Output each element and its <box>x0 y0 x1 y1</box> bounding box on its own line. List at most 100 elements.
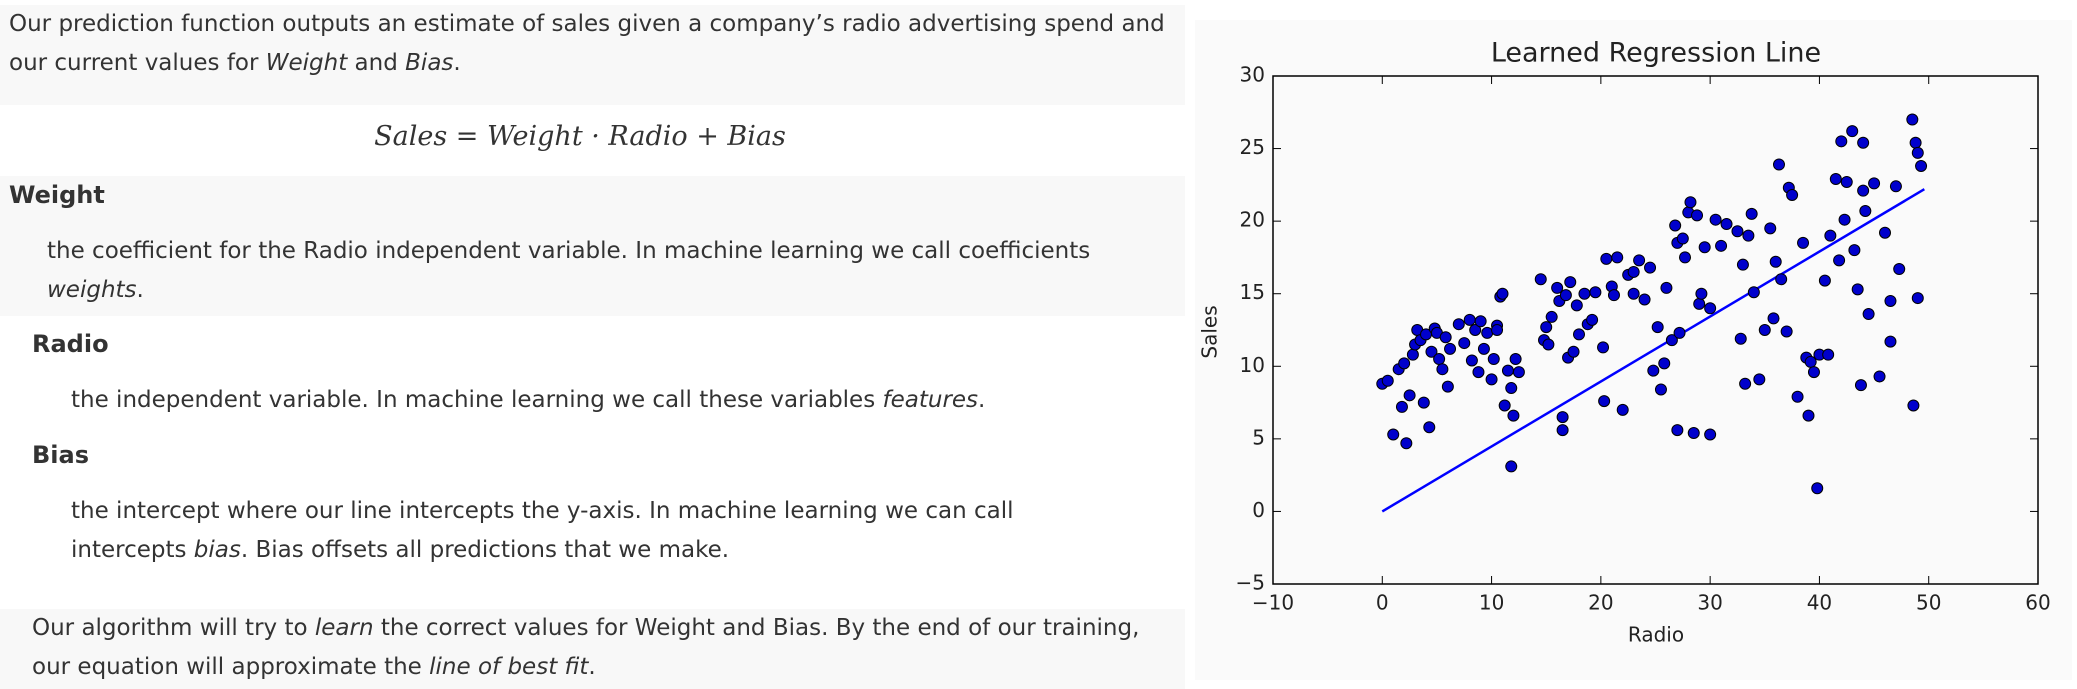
text: . <box>588 654 596 680</box>
text: Our algorithm will try to <box>32 615 315 641</box>
text: weights <box>47 277 137 303</box>
point <box>1679 251 1692 264</box>
regression-line <box>1381 188 1925 513</box>
point <box>1491 324 1504 336</box>
y-tick-label: 10 <box>1240 353 1265 377</box>
point <box>1838 213 1851 226</box>
point <box>1857 136 1870 149</box>
point <box>1797 236 1810 249</box>
text: features <box>882 387 979 413</box>
point <box>1739 377 1752 390</box>
point <box>1469 324 1482 336</box>
point <box>1854 379 1867 392</box>
point <box>1669 219 1682 232</box>
point <box>1597 341 1610 354</box>
point <box>1534 273 1547 286</box>
point <box>1909 136 1922 149</box>
point <box>1665 334 1678 347</box>
point <box>1758 324 1771 336</box>
point <box>1474 315 1487 328</box>
point <box>1851 283 1864 296</box>
point <box>1400 437 1413 450</box>
point <box>1477 342 1490 355</box>
point <box>1507 409 1520 422</box>
x-axis-label: Radio <box>1628 623 1684 647</box>
point <box>1381 374 1394 387</box>
point <box>1846 125 1859 138</box>
point <box>1747 286 1760 299</box>
heading: Weight <box>9 181 105 209</box>
y-tick-label: −5 <box>1236 571 1265 595</box>
point <box>1911 292 1924 305</box>
point <box>1848 244 1861 257</box>
point <box>1611 251 1624 264</box>
point <box>1884 294 1897 307</box>
point <box>1485 373 1498 386</box>
point <box>1627 287 1640 300</box>
point <box>1600 252 1613 265</box>
text: the intercept where our line intercepts … <box>71 498 1014 563</box>
text: and <box>347 50 406 76</box>
point <box>1767 312 1780 325</box>
point <box>1441 380 1454 393</box>
point <box>1573 328 1585 341</box>
point <box>1715 239 1728 252</box>
point <box>1915 159 1928 172</box>
point <box>1775 273 1788 286</box>
point <box>1835 135 1848 148</box>
point <box>1833 254 1846 267</box>
point <box>1423 421 1436 434</box>
point <box>1704 302 1717 315</box>
point <box>1802 409 1815 422</box>
text: the independent variable. In machine lea… <box>71 387 883 413</box>
chart-title: Learned Regression Line <box>1491 38 1821 69</box>
point <box>1570 299 1583 312</box>
x-tick-label: 40 <box>1807 591 1832 615</box>
y-tick-label: 0 <box>1252 498 1265 522</box>
point <box>1472 366 1485 379</box>
definition: the independent variable. In machine lea… <box>71 381 1161 420</box>
point <box>1742 229 1755 242</box>
point <box>1540 321 1553 334</box>
point <box>1627 265 1640 278</box>
point <box>1660 281 1673 294</box>
point <box>1586 313 1599 326</box>
point <box>1633 254 1646 267</box>
point <box>1406 348 1419 361</box>
point <box>1764 222 1777 235</box>
point <box>1542 338 1555 351</box>
point <box>1556 424 1569 437</box>
point <box>1496 287 1509 300</box>
point <box>1505 382 1518 395</box>
point <box>1658 357 1671 370</box>
point <box>1862 308 1875 321</box>
point <box>1736 258 1749 271</box>
point <box>1873 370 1886 383</box>
text: Weight <box>265 50 348 76</box>
point <box>1567 345 1580 358</box>
point <box>1884 335 1897 348</box>
point <box>1444 342 1457 355</box>
definition: the intercept where our line intercepts … <box>71 492 1131 570</box>
point <box>1654 383 1667 396</box>
point <box>1745 207 1758 220</box>
point <box>1559 289 1572 302</box>
point <box>1512 366 1525 379</box>
point <box>1691 209 1704 222</box>
point <box>1505 460 1518 473</box>
heading: Bias <box>32 441 89 469</box>
point <box>1893 263 1906 276</box>
point <box>1840 175 1853 188</box>
point <box>1487 353 1500 366</box>
text: Bias <box>405 50 454 76</box>
text: . <box>453 50 461 76</box>
point <box>1829 173 1842 186</box>
point <box>1403 389 1416 402</box>
point <box>1425 345 1438 358</box>
point <box>1879 226 1891 239</box>
point <box>1545 310 1558 323</box>
x-tick-label: 30 <box>1697 591 1722 615</box>
point <box>1734 332 1747 345</box>
point <box>1676 232 1689 245</box>
